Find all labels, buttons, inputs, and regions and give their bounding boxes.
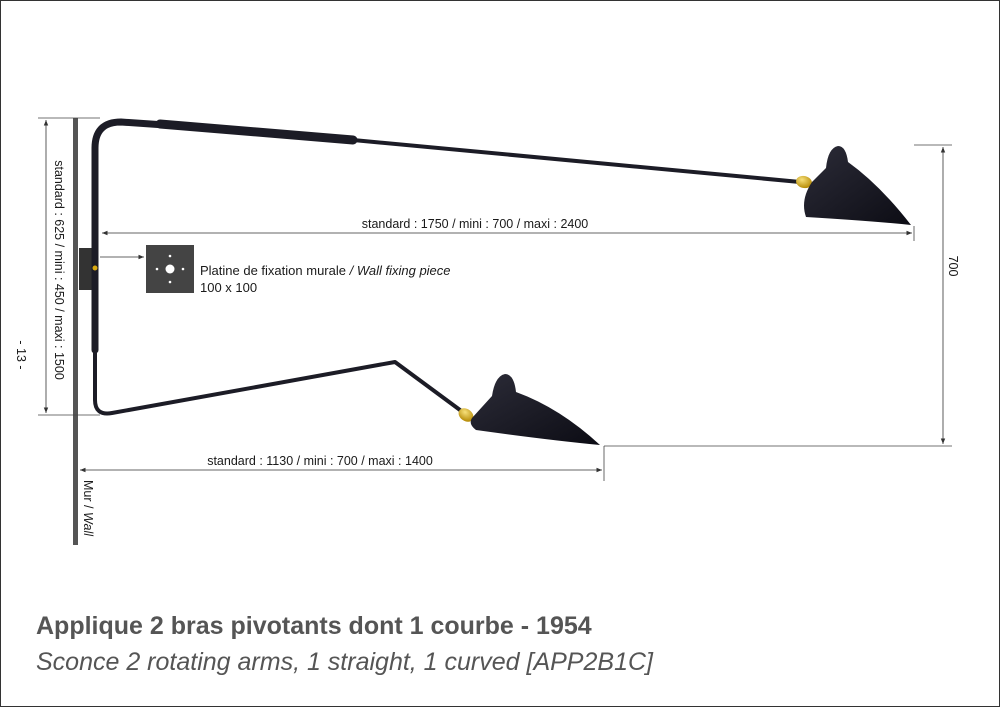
lower-shade bbox=[470, 374, 600, 445]
page-number: - 13 - bbox=[14, 340, 28, 369]
fixing-plate-diagram bbox=[146, 245, 194, 293]
upper-arm-dimension: standard : 1750 / mini : 700 / maxi : 24… bbox=[102, 217, 915, 241]
vertical-mount-label: standard : 625 / mini : 450 / maxi : 150… bbox=[52, 160, 66, 380]
vertical-pole bbox=[91, 118, 184, 354]
fixing-plate-label: Platine de fixation murale / Wall fixing… bbox=[200, 263, 451, 278]
upper-brass-joint bbox=[796, 175, 812, 189]
pole-joint bbox=[91, 225, 99, 350]
upper-shade bbox=[804, 146, 911, 225]
vertical-mount-dimension: standard : 625 / mini : 450 / maxi : 150… bbox=[38, 117, 100, 416]
lower-arm-label: standard : 1130 / mini : 700 / maxi : 14… bbox=[207, 454, 433, 468]
pole-brass-pin bbox=[92, 265, 98, 271]
lower-arm bbox=[93, 343, 462, 416]
title-english: Sconce 2 rotating arms, 1 straight, 1 cu… bbox=[36, 648, 653, 676]
fixing-plate-size: 100 x 100 bbox=[200, 280, 257, 295]
shade-drop-dimension: 700 bbox=[604, 144, 960, 447]
lower-brass-joint bbox=[458, 408, 474, 422]
upper-arm-sleeve bbox=[155, 119, 358, 145]
wall-label: Mur / Wall bbox=[81, 480, 95, 537]
upper-arm-rod bbox=[351, 138, 802, 184]
upper-arm-label: standard : 1750 / mini : 700 / maxi : 24… bbox=[362, 217, 589, 231]
lower-arm-dimension: standard : 1130 / mini : 700 / maxi : 14… bbox=[80, 446, 605, 481]
shade-drop-label: 700 bbox=[946, 256, 960, 277]
wall bbox=[73, 118, 78, 545]
title-french: Applique 2 bras pivotants dont 1 courbe … bbox=[36, 612, 592, 640]
